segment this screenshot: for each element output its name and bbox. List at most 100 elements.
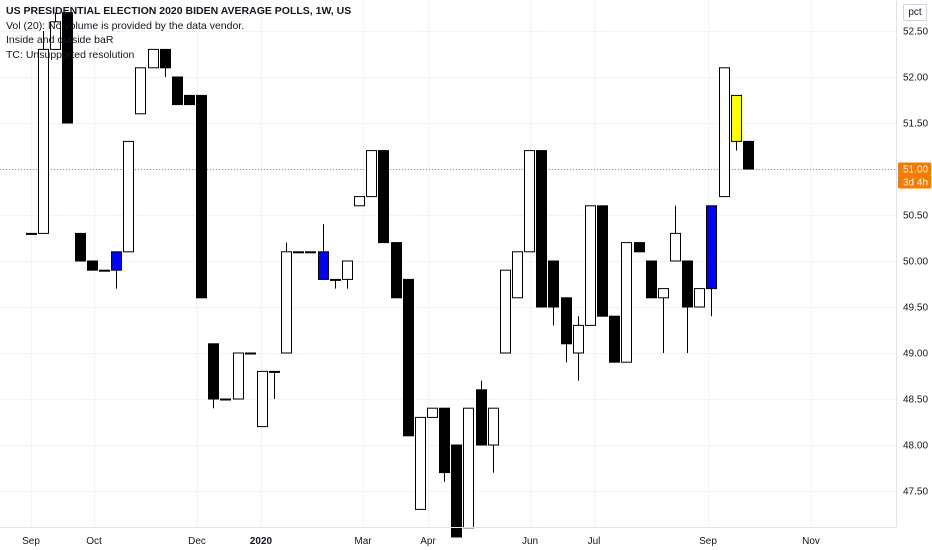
candle bbox=[391, 242, 402, 299]
candle-body bbox=[463, 407, 474, 529]
price-tick-label: 49.50 bbox=[903, 303, 928, 314]
candles bbox=[26, 12, 754, 538]
candle-body bbox=[488, 407, 499, 446]
time-tick-label: Mar bbox=[354, 536, 372, 547]
candle bbox=[427, 407, 438, 418]
chart-title: US PRESIDENTIAL ELECTION 2020 BIDEN AVER… bbox=[6, 5, 352, 17]
candle-body bbox=[123, 140, 134, 253]
candle-body bbox=[111, 251, 122, 271]
candle bbox=[99, 269, 110, 272]
price-axis[interactable]: 52.50 52.00 51.50 50.50 50.00 49.50 49.00 48.50… bbox=[903, 27, 928, 498]
price-tick-label: 51.50 bbox=[903, 119, 928, 130]
bar-countdown: 3d 4h bbox=[903, 178, 928, 189]
candle-body bbox=[451, 444, 462, 538]
candle-body bbox=[706, 205, 717, 290]
candle bbox=[245, 352, 256, 355]
candle bbox=[646, 260, 657, 299]
candle-body bbox=[305, 251, 316, 254]
candle bbox=[50, 12, 61, 50]
candle bbox=[682, 260, 693, 353]
candle-body bbox=[597, 205, 608, 317]
time-tick-label: Sep bbox=[22, 536, 40, 547]
price-tick-label: 48.50 bbox=[903, 395, 928, 406]
price-tick-label: 49.00 bbox=[903, 349, 928, 360]
candle-body bbox=[609, 315, 620, 363]
time-tick-label: Jun bbox=[522, 536, 538, 547]
candle-body bbox=[573, 324, 584, 354]
candle bbox=[415, 416, 426, 510]
candle-body bbox=[427, 407, 438, 418]
candle bbox=[148, 48, 159, 69]
candle bbox=[488, 407, 499, 473]
price-tick-label: 48.00 bbox=[903, 441, 928, 452]
candle-body bbox=[208, 343, 219, 400]
candle-body bbox=[184, 94, 195, 106]
candle-body bbox=[26, 232, 37, 235]
candle bbox=[524, 150, 535, 253]
candle bbox=[463, 407, 474, 529]
candle bbox=[135, 67, 146, 115]
candle bbox=[87, 260, 98, 271]
candle-body bbox=[172, 76, 183, 106]
candle-body bbox=[135, 67, 146, 115]
candle bbox=[706, 205, 717, 317]
candle-body bbox=[148, 48, 159, 69]
time-axis[interactable]: Sep Oct Dec 2020 Mar Apr Jun Jul Sep Nov bbox=[22, 536, 820, 547]
candle-body bbox=[682, 260, 693, 308]
candle bbox=[743, 140, 754, 170]
candle bbox=[597, 205, 608, 317]
price-tick-label: 47.50 bbox=[903, 487, 928, 498]
candle bbox=[585, 205, 596, 326]
candle-body bbox=[634, 242, 645, 253]
candle bbox=[208, 343, 219, 409]
candle-body bbox=[548, 260, 559, 308]
candle bbox=[281, 242, 292, 354]
time-tick-label: Oct bbox=[86, 536, 102, 547]
candle bbox=[694, 288, 705, 308]
price-tick-label: 50.00 bbox=[903, 257, 928, 268]
inside-outside-bar-indicator[interactable]: Inside and outside baR bbox=[6, 34, 114, 46]
candle bbox=[476, 380, 487, 446]
candle-body bbox=[536, 150, 547, 308]
candle bbox=[719, 67, 730, 198]
candle-body bbox=[391, 242, 402, 299]
candle-body bbox=[670, 232, 681, 262]
candle bbox=[658, 288, 669, 353]
candle bbox=[160, 48, 171, 77]
candle-body bbox=[524, 150, 535, 253]
candle bbox=[196, 94, 207, 299]
candle bbox=[318, 224, 329, 280]
candle bbox=[111, 251, 122, 289]
volume-indicator-note[interactable]: Vol (20): No volume is provided by the d… bbox=[6, 19, 245, 32]
candle-body bbox=[585, 205, 596, 326]
candle bbox=[500, 269, 511, 354]
candle bbox=[621, 242, 632, 363]
candle bbox=[548, 260, 559, 326]
candle-body bbox=[658, 288, 669, 299]
candle-body bbox=[500, 269, 511, 354]
percent-scale-button[interactable]: pct bbox=[903, 4, 927, 21]
candle-body bbox=[646, 260, 657, 299]
candle-body bbox=[330, 278, 341, 281]
candle-body bbox=[293, 251, 304, 254]
last-price-value: 51.00 bbox=[903, 165, 928, 176]
candle-body bbox=[731, 94, 742, 142]
candle-body bbox=[719, 67, 730, 198]
candle-body bbox=[439, 407, 450, 474]
candle-body bbox=[50, 21, 61, 50]
candle bbox=[536, 150, 547, 308]
candle-body bbox=[415, 416, 426, 510]
candle-body bbox=[233, 352, 244, 400]
time-tick-label: Dec bbox=[188, 536, 206, 547]
candle-body bbox=[378, 150, 389, 244]
candle bbox=[573, 316, 584, 381]
candle bbox=[609, 315, 620, 363]
candle bbox=[342, 260, 353, 289]
candle bbox=[439, 407, 450, 482]
candle-body bbox=[366, 150, 377, 198]
candle bbox=[220, 398, 231, 401]
tc-indicator[interactable]: TC: Unsupported resolution bbox=[6, 48, 135, 61]
last-price-badge: 51.00 3d 4h bbox=[898, 162, 931, 189]
candle-body bbox=[75, 232, 86, 262]
